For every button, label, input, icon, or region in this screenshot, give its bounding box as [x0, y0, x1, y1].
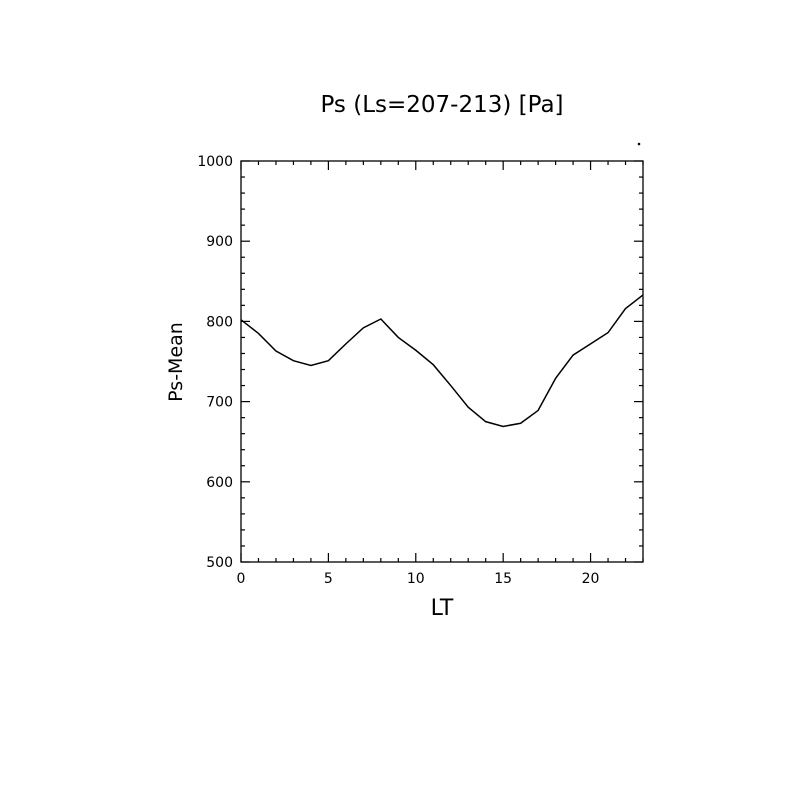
series-line [240, 294, 644, 428]
y-tick-label: 700 [206, 395, 233, 411]
y-axis-label: Ps-Mean [165, 322, 187, 402]
x-tick-label: 0 [237, 571, 246, 587]
axis-tick-labels: 0 5 10 15 20 500 600 700 800 900 1000 [197, 154, 599, 587]
corner-marker [637, 142, 641, 146]
y-tick-label: 500 [206, 555, 233, 571]
y-tick-label: 900 [206, 234, 233, 250]
y-tick-label: 600 [206, 475, 233, 491]
x-axis-label: LT [431, 596, 454, 621]
chart-title: Ps (Ls=207-213) [Pa] [320, 92, 563, 118]
x-tick-label: 15 [494, 571, 512, 587]
plot-frame [240, 160, 644, 563]
x-tick-label: 20 [582, 571, 600, 587]
x-tick-label: 5 [324, 571, 333, 587]
x-tick-label: 10 [407, 571, 425, 587]
y-tick-label: 1000 [197, 154, 233, 170]
axis-ticks [240, 160, 644, 563]
y-tick-label: 800 [206, 314, 233, 330]
